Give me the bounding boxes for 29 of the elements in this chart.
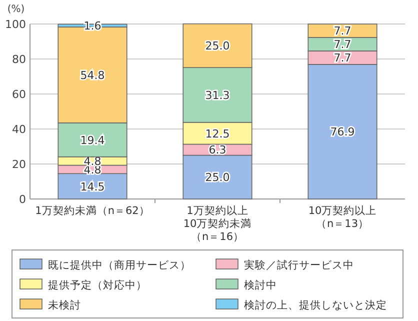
y-axis-title: (%)	[7, 4, 25, 15]
x-tick-label: 1万契約以上10万契約未満（n＝16）	[183, 204, 252, 243]
y-tick-label: 80	[12, 53, 26, 66]
data-label: 6.3	[208, 144, 226, 157]
legend-label: 検討中	[244, 278, 277, 292]
data-label: 7.7	[334, 52, 352, 65]
legend-label: 検討の上、提供しないと決定	[244, 298, 387, 312]
data-label: 1.6	[84, 20, 102, 33]
legend-label: 既に提供中（商用サービス）	[48, 258, 191, 272]
data-label: 76.9	[330, 126, 355, 139]
data-label: 31.3	[205, 88, 230, 102]
data-label: 12.5	[205, 127, 230, 140]
data-label: 7.7	[334, 38, 352, 52]
legend-label: 実験／試行サービス中	[244, 258, 354, 272]
x-tick-label: 10万契約以上（n＝13）	[308, 204, 377, 230]
data-label: 19.4	[80, 134, 105, 147]
data-label: 25.0	[205, 40, 230, 53]
y-tick-label: 20	[12, 158, 26, 171]
legend-label: 未検討	[48, 298, 81, 312]
data-label: 25.0	[205, 171, 230, 184]
x-tick-label: 1万契約未満（n＝62）	[35, 204, 150, 217]
y-tick-label: 0	[19, 193, 26, 206]
data-label: 7.7	[334, 24, 352, 38]
y-tick-label: 60	[12, 88, 26, 101]
y-tick-label: 40	[12, 123, 26, 136]
y-tick-label: 100	[5, 18, 26, 31]
data-label: 14.5	[80, 180, 105, 194]
data-label: 54.8	[80, 68, 105, 82]
legend-label: 提供予定（対応中）	[48, 278, 147, 292]
